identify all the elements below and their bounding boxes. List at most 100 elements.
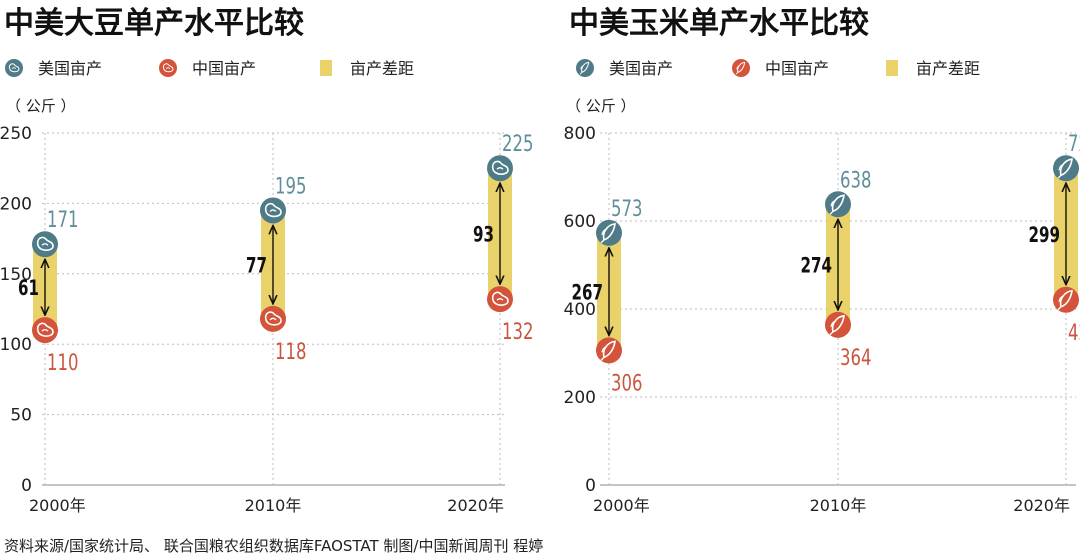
soybean-icon-detail <box>269 209 277 212</box>
y-tick-label: 600 <box>564 212 596 232</box>
legend-us: 美国亩产 <box>5 59 102 78</box>
soybean-icon-shape <box>8 63 20 73</box>
soybean-icon-detail <box>496 167 504 170</box>
legend-gap: 亩产差距 <box>886 59 980 78</box>
soybean-icon-shape <box>162 63 174 73</box>
corn-icon <box>829 314 845 336</box>
year-group: 299 720 421 <box>1029 132 1080 346</box>
soybean-icon-shape <box>264 311 282 326</box>
corn-icon-leaf <box>829 320 837 336</box>
soybean-icon-detail <box>165 67 171 69</box>
x-tick-label: 2020年 <box>447 496 504 515</box>
soybean-icon-shape <box>264 202 282 218</box>
year-group: 93 225 132 <box>473 132 534 345</box>
y-tick-label: 200 <box>564 388 596 408</box>
corn-icon-shape <box>581 61 590 73</box>
soybean-icon-shape <box>36 322 54 337</box>
chart-title: 中美玉米单产水平比较 <box>569 6 869 41</box>
gap-value-label: 299 <box>1029 223 1061 247</box>
corn-icon-leaf <box>1057 163 1065 179</box>
gap-value-label: 77 <box>246 254 267 278</box>
cn-value-label: 118 <box>275 340 307 365</box>
soybean-icon <box>264 202 282 218</box>
gap-value-label: 267 <box>572 281 604 305</box>
legend-gap: 亩产差距 <box>320 59 414 78</box>
cn-marker <box>1053 286 1079 313</box>
corn-icon-shape <box>1059 289 1073 308</box>
corn-icon-leaf <box>1057 295 1065 311</box>
unit-label: （ 公斤 ） <box>6 97 76 115</box>
corn-icon-shape <box>602 222 616 241</box>
cn-value-label: 132 <box>502 320 534 345</box>
corn-icon <box>829 194 845 215</box>
corn-icon-shape <box>1059 158 1073 177</box>
corn-icon-leaf <box>600 345 608 361</box>
soybean-icon <box>264 311 282 326</box>
soybean-icon-shape <box>491 291 509 306</box>
legend-us-marker <box>576 59 594 77</box>
corn-icon-shape <box>737 61 746 73</box>
gap-value-label: 274 <box>801 254 833 278</box>
cn-value-label: 110 <box>47 351 79 376</box>
soybean-icon <box>491 291 509 306</box>
us-value-label: 638 <box>840 168 872 193</box>
y-tick-label: 150 <box>0 265 32 285</box>
y-tick-label: 0 <box>21 476 32 496</box>
y-tick-label: 200 <box>0 194 32 214</box>
soybean-icon <box>36 322 54 337</box>
corn-icon <box>1057 158 1073 179</box>
unit-label: （ 公斤 ） <box>566 97 636 115</box>
corn-icon <box>1057 289 1073 311</box>
y-tick-label: 800 <box>564 124 596 144</box>
us-value-label: 573 <box>611 197 643 222</box>
gap-value-label: 61 <box>18 276 39 300</box>
year-group: 267 573 306 <box>572 197 643 396</box>
x-tick-label: 2010年 <box>810 496 867 515</box>
legend-cn: 中国亩产 <box>732 59 829 78</box>
y-tick-label: 250 <box>0 124 32 144</box>
cn-marker <box>596 337 622 364</box>
cn-marker <box>825 311 851 338</box>
corn-icon <box>579 61 590 75</box>
us-marker <box>1053 155 1079 182</box>
year-group: 61 171 110 <box>18 208 79 376</box>
cn-value-label: 421 <box>1068 321 1080 346</box>
legend-cn: 中国亩产 <box>159 59 256 78</box>
soybean-icon <box>8 63 20 73</box>
corn-icon-shape <box>602 340 616 359</box>
corn-icon-leaf <box>600 228 608 244</box>
us-value-label: 171 <box>47 208 79 233</box>
us-value-label: 225 <box>502 132 534 157</box>
legend-cn-label: 中国亩产 <box>765 59 829 78</box>
soybean-icon-detail <box>41 243 49 246</box>
y-tick-label: 0 <box>585 476 596 496</box>
cn-value-label: 364 <box>840 346 872 371</box>
corn-icon <box>600 222 616 244</box>
us-value-label: 720 <box>1068 132 1080 157</box>
corn-icon <box>600 340 616 361</box>
legend-us-label: 美国亩产 <box>38 59 102 78</box>
soybean-icon <box>36 236 54 252</box>
soybean-icon <box>491 160 509 175</box>
year-group: 77 195 118 <box>246 174 307 364</box>
us-value-label: 195 <box>275 174 307 199</box>
soybean-icon-detail <box>496 297 504 301</box>
soybean-icon-detail <box>11 67 17 69</box>
corn-icon-shape <box>831 194 845 213</box>
corn-icon-leaf <box>579 65 584 75</box>
gap-value-label: 93 <box>473 223 494 247</box>
corn-icon-shape <box>831 314 845 333</box>
corn-icon-leaf <box>735 65 740 75</box>
y-tick-label: 100 <box>0 335 32 355</box>
x-tick-label: 2010年 <box>245 496 302 515</box>
soybean-icon <box>162 63 174 73</box>
cn-value-label: 306 <box>611 371 643 396</box>
us-marker <box>825 191 851 218</box>
x-tick-label: 2020年 <box>1013 496 1070 515</box>
soybean-icon-shape <box>36 236 54 252</box>
soybean-icon-detail <box>41 328 49 332</box>
corn-icon-leaf <box>829 199 837 215</box>
